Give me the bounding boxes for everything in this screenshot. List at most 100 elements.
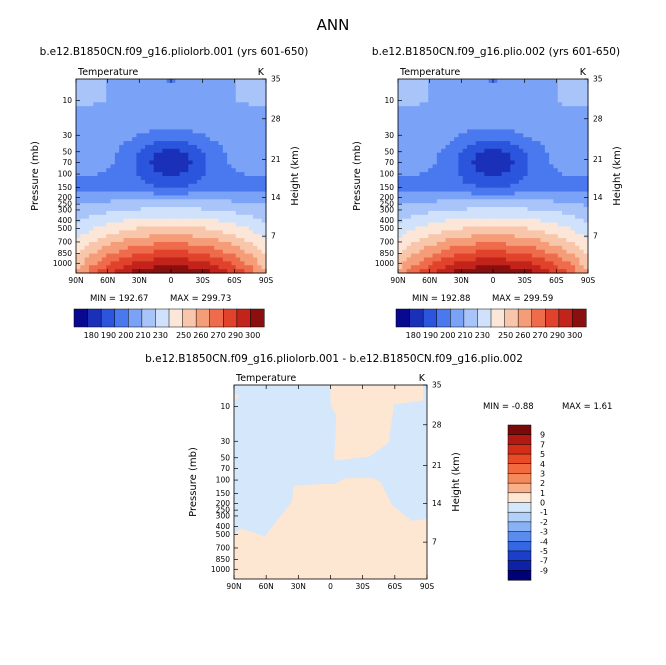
contour-cell xyxy=(145,94,151,99)
contour-cell xyxy=(441,234,447,239)
contour-cell xyxy=(467,144,473,150)
colorbar-swatch xyxy=(223,308,238,328)
contour-cell xyxy=(222,218,228,224)
contour-cell xyxy=(454,218,460,224)
contour-cell xyxy=(205,265,211,270)
contour-cell xyxy=(114,199,120,204)
contour-cell xyxy=(445,222,451,228)
contour-cell xyxy=(88,218,94,224)
contour-cell xyxy=(119,249,125,255)
contour-cell xyxy=(458,245,464,251)
contour-cell xyxy=(436,210,442,216)
contour-cell xyxy=(188,253,194,259)
contour-cell xyxy=(248,210,254,216)
contour-cell xyxy=(562,187,568,193)
contour-cell xyxy=(80,156,86,162)
contour-cell xyxy=(579,160,585,165)
contour-cell xyxy=(110,94,116,99)
contour-cell xyxy=(402,199,408,204)
contour-cell xyxy=(549,144,555,150)
contour-cell xyxy=(123,261,129,266)
contour-cell xyxy=(510,195,516,200)
contour-cell xyxy=(244,156,250,162)
colorbar-label: 4 xyxy=(540,460,545,469)
contour-cell xyxy=(415,207,421,212)
contour-cell xyxy=(462,187,468,193)
contour-cell xyxy=(488,218,494,224)
contour-cell xyxy=(93,269,99,274)
contour-cell xyxy=(240,257,246,262)
contour-cell xyxy=(428,86,434,92)
contour-cell xyxy=(171,156,176,162)
contour-cell xyxy=(235,199,241,204)
contour-cell xyxy=(462,265,468,270)
contour-cell xyxy=(244,207,250,212)
contour-cell xyxy=(101,137,107,142)
contour-cell xyxy=(80,269,86,274)
contour-cell xyxy=(183,257,189,262)
contour-cell xyxy=(514,79,520,84)
contour-cell xyxy=(518,269,524,274)
contour-cell xyxy=(441,203,447,208)
y-tick-label: 500 xyxy=(216,530,231,539)
contour-cell xyxy=(222,214,228,220)
contour-cell xyxy=(557,207,563,212)
contour-cell xyxy=(97,144,103,150)
contour-cell xyxy=(123,152,129,158)
contour-cell xyxy=(562,210,568,216)
contour-cell xyxy=(201,82,207,88)
contour-cell xyxy=(579,86,585,92)
y-tick-label: 50 xyxy=(62,147,72,156)
contour-cell xyxy=(149,265,155,270)
contour-cell xyxy=(454,207,460,212)
contour-cell xyxy=(523,172,529,177)
contour-cell xyxy=(445,160,451,165)
contour-cell xyxy=(566,187,572,193)
contour-cell xyxy=(462,144,468,150)
contour-cell xyxy=(106,176,112,181)
contour-cell xyxy=(149,160,155,165)
contour-cell xyxy=(458,129,464,134)
contour-cell xyxy=(222,230,228,235)
contour-cell xyxy=(410,164,416,169)
contour-cell xyxy=(475,222,481,228)
contour-cell xyxy=(222,121,228,127)
contour-cell xyxy=(110,195,116,200)
contour-cell xyxy=(158,238,163,243)
contour-cell xyxy=(261,106,267,111)
contour-cell xyxy=(123,121,129,127)
contour-cell xyxy=(88,152,94,158)
contour-cell xyxy=(493,98,498,103)
contour-cell xyxy=(106,125,112,131)
contour-cell xyxy=(244,187,250,193)
contour-cell xyxy=(493,214,498,220)
colorbar-swatch xyxy=(450,308,465,328)
contour-cell xyxy=(227,144,233,150)
contour-cell xyxy=(557,164,563,169)
contour-cell xyxy=(497,245,503,251)
contour-cell xyxy=(240,164,246,169)
y-tick-label: 150 xyxy=(58,183,73,192)
contour-cell xyxy=(84,152,90,158)
contour-cell xyxy=(467,176,473,181)
contour-cell xyxy=(166,226,172,231)
contour-cell xyxy=(510,168,516,173)
contour-cell xyxy=(123,156,129,162)
y-tick-label: 850 xyxy=(216,555,231,564)
contour-cell xyxy=(153,144,159,150)
contour-cell xyxy=(484,176,490,181)
contour-cell xyxy=(415,210,421,216)
contour-cell xyxy=(132,90,138,96)
contour-cell xyxy=(575,230,580,235)
contour-cell xyxy=(432,191,438,196)
contour-cell xyxy=(553,269,559,274)
contour-cell xyxy=(449,218,455,224)
contour-cell xyxy=(149,261,155,266)
contour-cell xyxy=(462,222,468,228)
contour-cell xyxy=(497,265,503,270)
contour-cell xyxy=(579,261,585,266)
contour-cell xyxy=(428,144,434,150)
contour-cell xyxy=(398,257,403,262)
contour-cell xyxy=(244,86,250,92)
contour-cell xyxy=(166,179,172,185)
